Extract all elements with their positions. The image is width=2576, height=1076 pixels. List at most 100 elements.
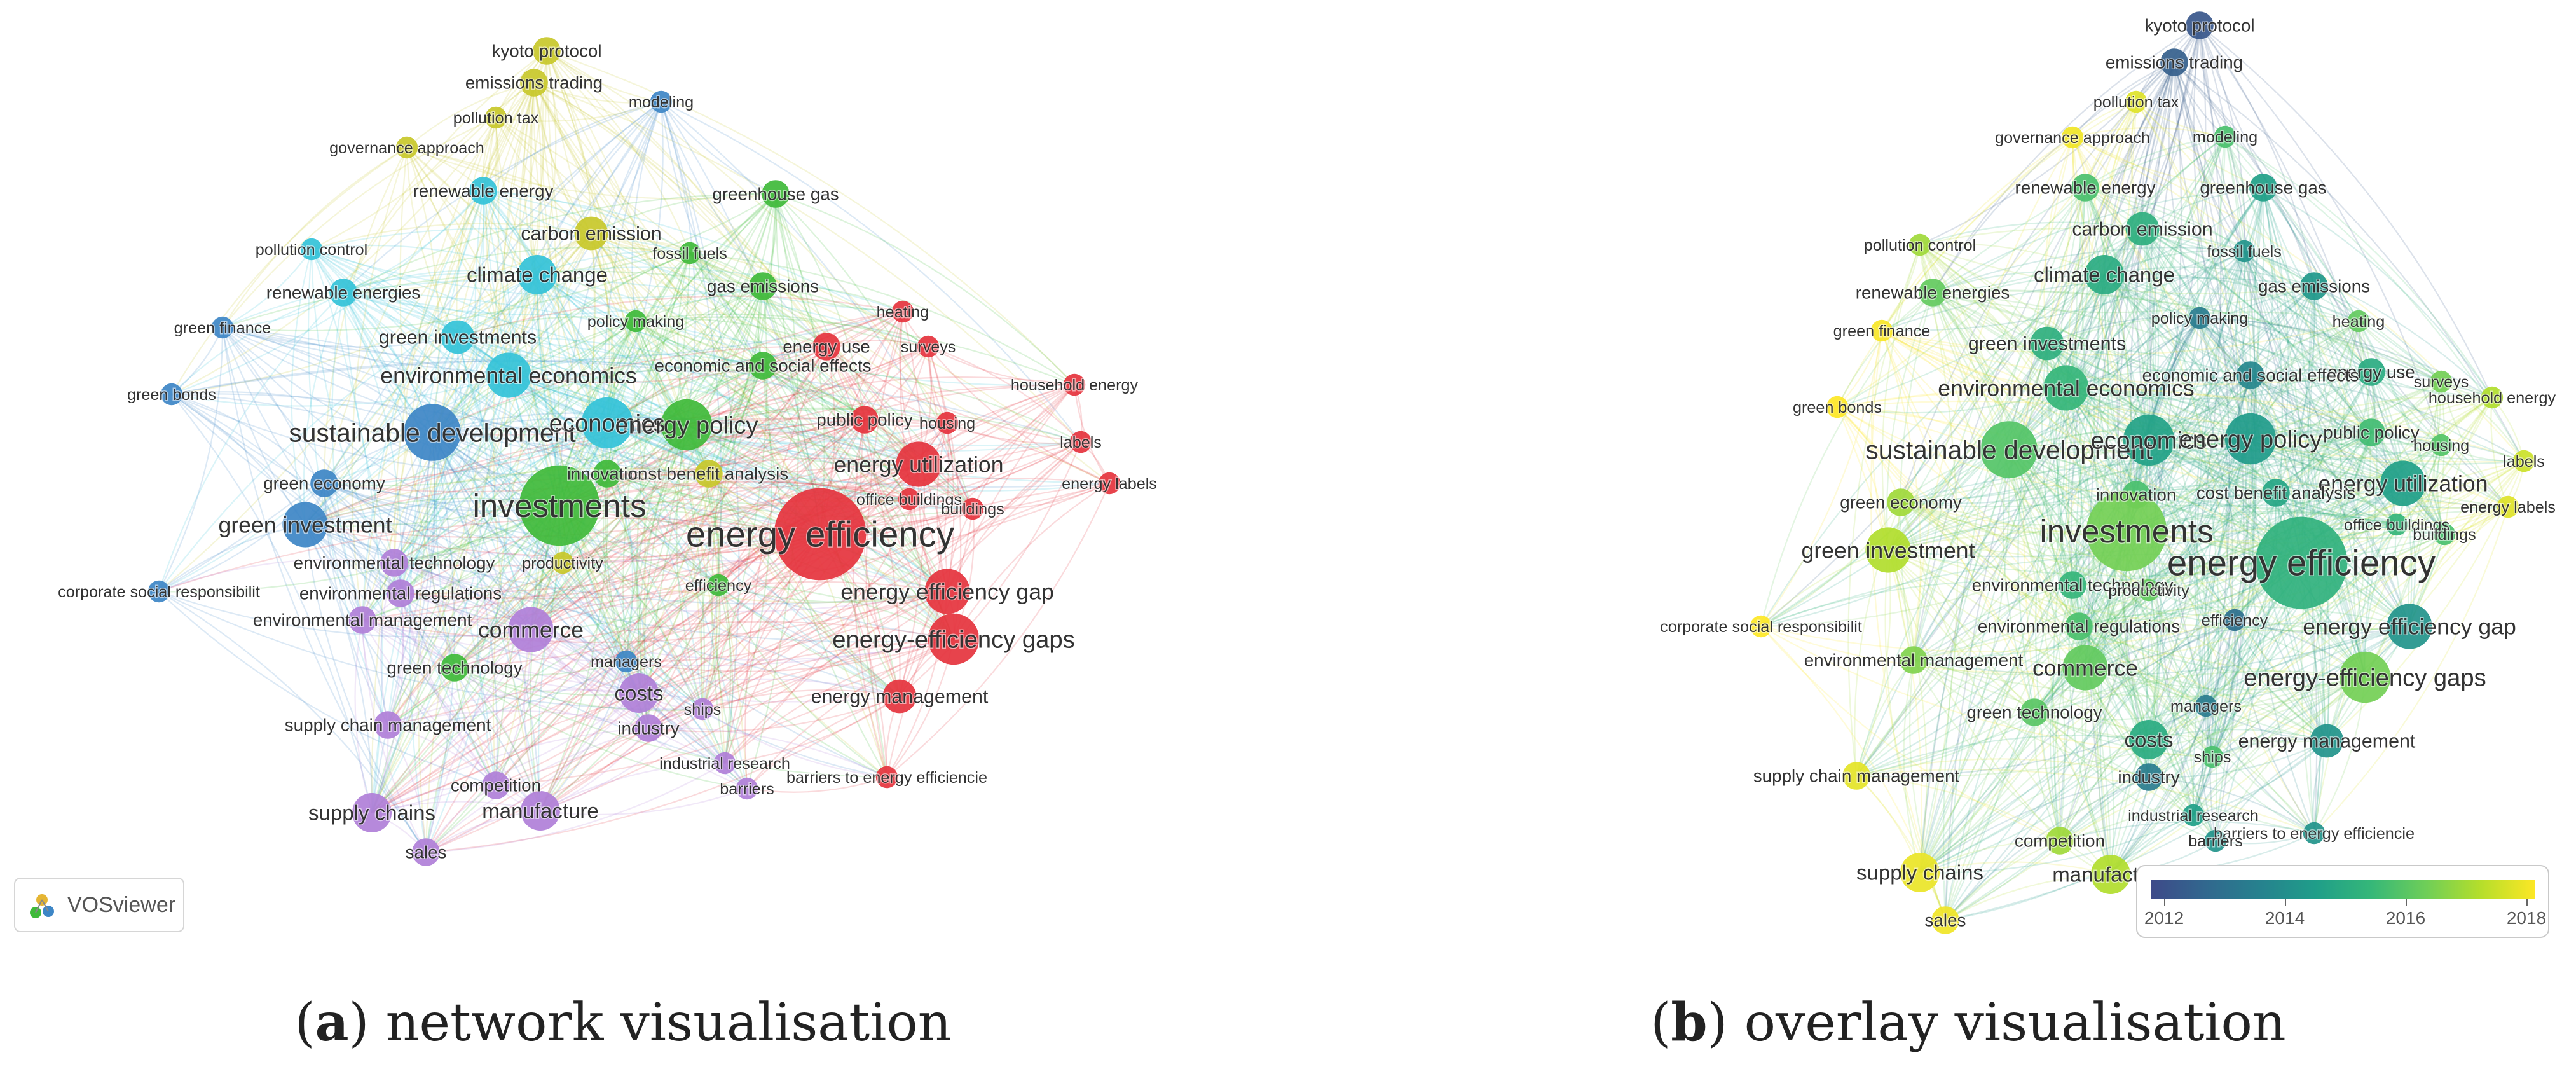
node-housing[interactable]	[2430, 434, 2453, 457]
node-managers[interactable]	[2195, 694, 2217, 717]
node-housing[interactable]	[936, 411, 959, 434]
node-energy-management[interactable]	[2310, 724, 2344, 758]
node-heating[interactable]	[891, 300, 914, 323]
node-renewable-energy[interactable]	[2071, 174, 2099, 202]
node-environmental-economics[interactable]	[486, 352, 531, 398]
node-green-investments[interactable]	[2030, 326, 2064, 361]
node-green-bonds[interactable]	[160, 383, 183, 406]
node-labels[interactable]	[2512, 450, 2535, 472]
node-manufacture[interactable]	[521, 791, 560, 831]
node-industry[interactable]	[634, 714, 662, 742]
node-investments[interactable]	[519, 465, 600, 546]
node-barriers[interactable]	[736, 777, 758, 800]
node-green-economy[interactable]	[310, 469, 338, 497]
node-public-policy[interactable]	[2357, 418, 2385, 446]
node-household-energy[interactable]	[2481, 386, 2504, 409]
node-renewable-energies[interactable]	[329, 279, 357, 307]
node-industrial-research[interactable]	[2182, 804, 2205, 827]
node-fossil-fuels[interactable]	[2233, 240, 2256, 263]
node-energy-utilization[interactable]	[2380, 460, 2426, 506]
node-environmental-management[interactable]	[348, 606, 376, 634]
node-environmental-economics[interactable]	[2043, 365, 2089, 411]
node-sustainable-development[interactable]	[404, 404, 461, 461]
node-ships[interactable]	[2201, 745, 2224, 768]
node-green-technology[interactable]	[441, 654, 469, 682]
node-energy-efficiency-gaps[interactable]	[928, 613, 980, 665]
node-green-investments[interactable]	[441, 320, 475, 354]
node-pollution-control[interactable]	[1908, 233, 1931, 256]
node-renewable-energy[interactable]	[469, 177, 497, 205]
node-emissions-trading[interactable]	[2160, 48, 2188, 76]
node-investments[interactable]	[2086, 490, 2167, 572]
node-commerce[interactable]	[508, 607, 554, 652]
node-pollution-tax[interactable]	[2125, 90, 2148, 113]
node-energy-utilization[interactable]	[896, 441, 942, 487]
node-surveys[interactable]	[917, 335, 940, 358]
node-corporate-social-responsibilit[interactable]	[1750, 615, 1772, 638]
node-energy-labels[interactable]	[2497, 495, 2519, 518]
node-office-buildings[interactable]	[2385, 513, 2408, 536]
node-productivity[interactable]	[551, 551, 574, 574]
node-public-policy[interactable]	[851, 406, 879, 434]
node-energy-management[interactable]	[882, 679, 917, 714]
node-environmental-management[interactable]	[1900, 646, 1928, 674]
node-energy-policy[interactable]	[2224, 413, 2277, 465]
node-kyoto-protocol[interactable]	[2186, 11, 2214, 39]
node-pollution-tax[interactable]	[484, 106, 507, 129]
node-renewable-energies[interactable]	[1919, 279, 1947, 307]
node-climate-change[interactable]	[517, 255, 557, 294]
node-energy-efficiency-gaps[interactable]	[2339, 651, 2391, 703]
node-managers[interactable]	[615, 650, 638, 673]
node-green-investment[interactable]	[282, 502, 328, 548]
node-energy-use[interactable]	[812, 333, 840, 361]
node-environmental-technology[interactable]	[380, 549, 408, 577]
node-environmental-regulations[interactable]	[2065, 612, 2093, 640]
node-costs[interactable]	[619, 673, 659, 713]
node-labels[interactable]	[1069, 431, 1092, 453]
node-carbon-emission[interactable]	[2125, 212, 2160, 246]
node-green-economy[interactable]	[1887, 488, 1915, 516]
node-governance-approach[interactable]	[2061, 126, 2084, 149]
node-energy-use[interactable]	[2357, 358, 2385, 386]
node-sustainable-development[interactable]	[1980, 421, 2038, 478]
node-emissions-trading[interactable]	[520, 69, 548, 97]
node-policy-making[interactable]	[624, 310, 647, 333]
node-green-investment[interactable]	[1865, 527, 1911, 573]
node-modeling[interactable]	[2214, 125, 2237, 148]
node-ships[interactable]	[691, 698, 714, 721]
node-surveys[interactable]	[2430, 370, 2453, 393]
node-competition[interactable]	[2046, 827, 2074, 855]
node-green-finance[interactable]	[211, 316, 234, 339]
node-costs[interactable]	[2129, 720, 2168, 759]
node-economic-and-social-effects[interactable]	[2237, 361, 2264, 389]
node-gas-emissions[interactable]	[2300, 272, 2328, 300]
node-efficiency[interactable]	[707, 574, 730, 597]
node-commerce[interactable]	[2062, 645, 2108, 691]
node-kyoto-protocol[interactable]	[533, 37, 561, 65]
node-sales[interactable]	[412, 838, 440, 866]
node-policy-making[interactable]	[2188, 307, 2211, 329]
node-supply-chains[interactable]	[1900, 853, 1940, 892]
node-greenhouse-gas[interactable]	[762, 180, 790, 208]
node-cost-benefit-analysis[interactable]	[695, 460, 723, 488]
node-greenhouse-gas[interactable]	[2249, 174, 2277, 202]
node-green-technology[interactable]	[2020, 698, 2048, 726]
node-governance-approach[interactable]	[395, 136, 418, 159]
node-energy-efficiency[interactable]	[774, 488, 867, 581]
node-supply-chain-management[interactable]	[374, 711, 402, 739]
node-pollution-control[interactable]	[300, 238, 323, 261]
node-buildings[interactable]	[2433, 523, 2456, 546]
node-energy-policy[interactable]	[661, 399, 713, 451]
node-economics[interactable]	[2123, 414, 2175, 466]
node-productivity[interactable]	[2137, 579, 2160, 602]
node-industrial-research[interactable]	[713, 752, 736, 775]
node-environmental-regulations[interactable]	[387, 579, 414, 607]
node-manufacture[interactable]	[2091, 855, 2130, 894]
node-sales[interactable]	[1931, 906, 1959, 934]
node-climate-change[interactable]	[2085, 255, 2124, 294]
node-innovation[interactable]	[593, 460, 621, 488]
node-cost-benefit-analysis[interactable]	[2262, 479, 2290, 507]
node-corporate-social-responsibilit[interactable]	[147, 580, 170, 603]
node-economics[interactable]	[581, 397, 633, 449]
node-energy-efficiency[interactable]	[2255, 516, 2348, 609]
